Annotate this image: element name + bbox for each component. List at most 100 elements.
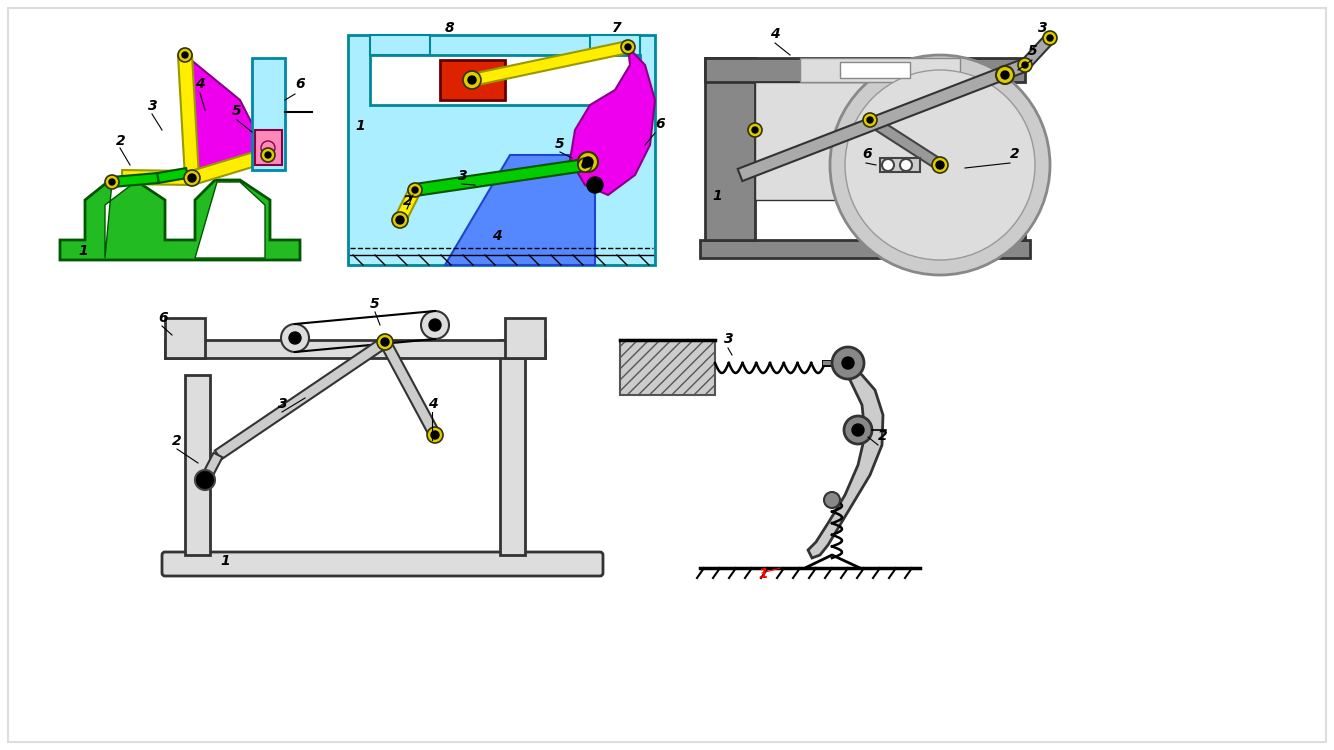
Text: 2: 2 xyxy=(172,434,181,448)
Polygon shape xyxy=(121,170,192,185)
Text: 2: 2 xyxy=(1010,147,1019,161)
Polygon shape xyxy=(970,200,1025,240)
Circle shape xyxy=(261,148,275,162)
Circle shape xyxy=(996,66,1014,84)
Circle shape xyxy=(824,492,840,508)
Circle shape xyxy=(936,161,944,169)
Circle shape xyxy=(844,416,872,444)
Circle shape xyxy=(468,76,476,84)
Polygon shape xyxy=(570,47,655,195)
Circle shape xyxy=(1043,31,1057,45)
Text: 8: 8 xyxy=(446,21,455,35)
Text: 3: 3 xyxy=(148,99,157,113)
Polygon shape xyxy=(867,116,943,170)
Polygon shape xyxy=(348,35,655,265)
Circle shape xyxy=(578,158,592,172)
Circle shape xyxy=(109,179,115,185)
Circle shape xyxy=(752,127,758,133)
Polygon shape xyxy=(808,363,883,558)
Text: 4: 4 xyxy=(770,27,779,41)
Text: 4: 4 xyxy=(195,77,204,91)
Polygon shape xyxy=(704,58,755,240)
Circle shape xyxy=(842,357,854,369)
Polygon shape xyxy=(471,41,630,86)
Polygon shape xyxy=(185,55,268,178)
Polygon shape xyxy=(60,180,300,260)
Text: 5: 5 xyxy=(555,137,564,151)
Circle shape xyxy=(396,216,404,224)
Text: 3: 3 xyxy=(724,332,734,346)
Text: 5: 5 xyxy=(370,297,380,311)
Text: 2: 2 xyxy=(116,134,125,148)
Text: 2: 2 xyxy=(878,429,887,443)
Polygon shape xyxy=(880,158,920,172)
Circle shape xyxy=(1018,58,1033,72)
Text: 1: 1 xyxy=(355,119,364,133)
Polygon shape xyxy=(370,55,640,105)
Text: 6: 6 xyxy=(862,147,871,161)
Circle shape xyxy=(184,170,200,186)
Circle shape xyxy=(427,427,443,443)
Text: 1: 1 xyxy=(758,567,767,581)
Polygon shape xyxy=(500,340,526,555)
Circle shape xyxy=(265,152,271,158)
Bar xyxy=(620,340,715,395)
Circle shape xyxy=(378,334,394,350)
Circle shape xyxy=(289,332,301,344)
Circle shape xyxy=(430,319,442,331)
Circle shape xyxy=(832,347,864,379)
Circle shape xyxy=(582,162,588,168)
Polygon shape xyxy=(177,55,199,178)
Text: 4: 4 xyxy=(492,229,502,243)
Polygon shape xyxy=(252,58,285,170)
Polygon shape xyxy=(169,555,600,570)
Text: 1: 1 xyxy=(77,244,88,258)
Circle shape xyxy=(1000,71,1009,79)
Polygon shape xyxy=(738,59,1027,181)
Text: 6: 6 xyxy=(157,311,168,325)
Circle shape xyxy=(412,187,418,193)
Circle shape xyxy=(408,183,422,197)
Text: 3: 3 xyxy=(277,397,288,411)
Circle shape xyxy=(578,152,598,172)
Polygon shape xyxy=(200,453,223,482)
FancyBboxPatch shape xyxy=(161,552,603,576)
Circle shape xyxy=(382,338,390,346)
Circle shape xyxy=(105,175,119,189)
Circle shape xyxy=(830,55,1050,275)
Circle shape xyxy=(463,71,482,89)
Text: 5: 5 xyxy=(232,104,241,118)
Polygon shape xyxy=(414,159,586,196)
Circle shape xyxy=(900,159,912,171)
Polygon shape xyxy=(440,60,506,100)
Circle shape xyxy=(195,470,215,490)
Circle shape xyxy=(622,40,635,54)
Circle shape xyxy=(932,157,948,173)
Polygon shape xyxy=(700,240,1030,258)
Polygon shape xyxy=(840,62,910,78)
Circle shape xyxy=(188,174,196,182)
Circle shape xyxy=(626,44,631,50)
Circle shape xyxy=(431,431,439,439)
Text: 3: 3 xyxy=(1038,21,1047,35)
Polygon shape xyxy=(157,168,188,183)
Polygon shape xyxy=(185,375,209,555)
Text: 4: 4 xyxy=(428,397,438,411)
Circle shape xyxy=(261,141,275,155)
Circle shape xyxy=(1047,35,1053,41)
Circle shape xyxy=(422,311,450,339)
Text: 5: 5 xyxy=(1029,44,1038,58)
Text: 3: 3 xyxy=(458,169,468,183)
Polygon shape xyxy=(800,58,960,82)
Text: 6: 6 xyxy=(295,77,304,91)
Polygon shape xyxy=(506,318,546,358)
Circle shape xyxy=(587,177,603,193)
Circle shape xyxy=(583,157,594,167)
Text: 1: 1 xyxy=(220,554,229,568)
Circle shape xyxy=(1022,62,1029,68)
Polygon shape xyxy=(1021,34,1054,69)
Circle shape xyxy=(392,212,408,228)
Circle shape xyxy=(863,113,876,127)
Polygon shape xyxy=(215,338,388,460)
Polygon shape xyxy=(195,182,265,258)
